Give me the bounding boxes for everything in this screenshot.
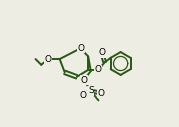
Text: O: O	[77, 44, 84, 53]
Text: O: O	[80, 76, 87, 84]
Text: O: O	[98, 48, 105, 57]
Text: S: S	[88, 86, 94, 95]
Text: O: O	[95, 65, 102, 74]
Text: O: O	[80, 91, 87, 100]
Text: O: O	[97, 89, 104, 98]
Text: O: O	[45, 55, 52, 64]
